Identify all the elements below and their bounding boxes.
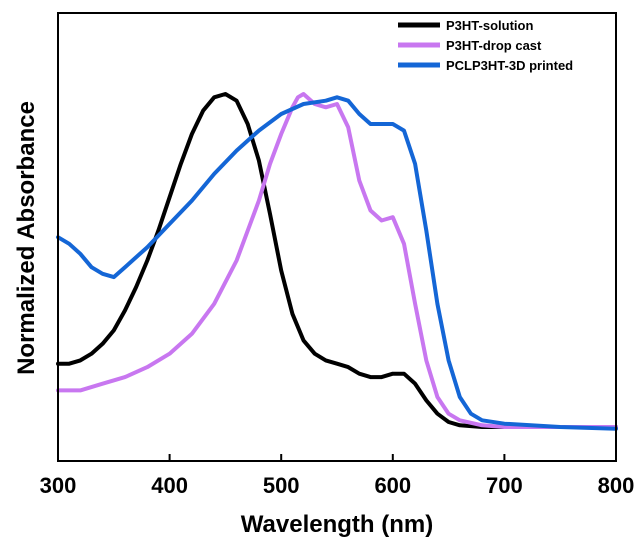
series-lines	[56, 92, 618, 431]
series-line-p3ht-drop-cast	[56, 92, 618, 429]
x-axis-title: Wavelength (nm)	[241, 511, 433, 538]
legend-item: P3HT-drop cast	[398, 38, 542, 53]
plot-frame	[57, 12, 617, 462]
x-tick-label: 600	[374, 473, 411, 498]
x-tick-label: 400	[151, 473, 188, 498]
x-tick-label: 800	[598, 473, 635, 498]
y-axis-title: Normalized Absorbance	[13, 101, 40, 375]
series-line-p3ht-solution	[56, 92, 618, 429]
x-tick-label: 500	[263, 473, 300, 498]
series-line-pclp3ht-3d-printed	[56, 95, 618, 431]
legend-item: PCLP3HT-3D printed	[398, 58, 573, 73]
x-ticks: 300 400 500 600 700 800	[40, 454, 635, 498]
x-tick-label: 700	[486, 473, 523, 498]
legend: P3HT-solution P3HT-drop cast PCLP3HT-3D pr…	[398, 18, 573, 73]
legend-item: P3HT-solution	[398, 18, 533, 33]
legend-label: P3HT-solution	[446, 18, 533, 33]
legend-label: PCLP3HT-3D printed	[446, 58, 573, 73]
x-tick-label: 300	[40, 473, 77, 498]
legend-label: P3HT-drop cast	[446, 38, 542, 53]
